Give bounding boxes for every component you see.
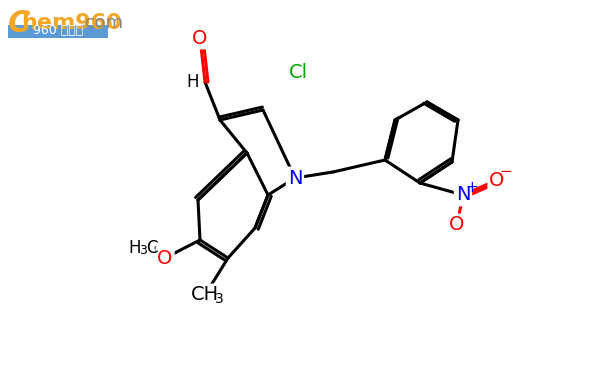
Text: O: O <box>489 171 505 189</box>
Text: +: + <box>466 180 479 195</box>
Text: N: N <box>456 186 470 204</box>
Text: N: N <box>288 168 302 188</box>
Text: hem960: hem960 <box>21 13 122 33</box>
Text: O: O <box>157 249 172 267</box>
Text: 960 化工网: 960 化工网 <box>33 24 83 38</box>
Text: .com: .com <box>79 14 123 32</box>
Text: 3: 3 <box>139 244 147 258</box>
Text: H: H <box>129 239 141 257</box>
Text: O: O <box>450 216 465 234</box>
Text: 3: 3 <box>215 292 223 306</box>
Text: CH: CH <box>191 285 219 304</box>
Text: Cl: Cl <box>289 63 307 81</box>
Text: C: C <box>146 239 158 257</box>
Text: −: − <box>500 165 512 180</box>
FancyBboxPatch shape <box>8 25 108 38</box>
Text: O: O <box>192 28 208 48</box>
Text: H: H <box>187 73 199 91</box>
Text: C: C <box>8 9 30 38</box>
